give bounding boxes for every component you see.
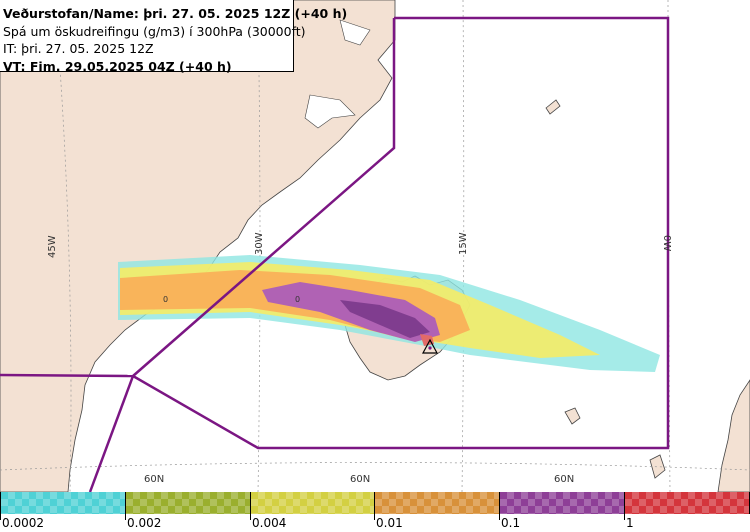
legend-label: 0.01 — [376, 516, 403, 530]
header-description-line: Spá um öskudreifingu (g/m3) í 300hPa (30… — [3, 23, 306, 39]
legend-label: 0.1 — [501, 516, 521, 530]
ash-cloud — [118, 255, 660, 372]
legend-label: 1 — [626, 516, 634, 530]
legend-tick — [125, 492, 126, 520]
lon-label-15w: 15W — [458, 232, 469, 255]
header-it-line: IT: þri. 27. 05. 2025 12Z — [3, 41, 154, 56]
ash-dark-purple — [340, 300, 430, 338]
legend-swatch-3 — [375, 492, 501, 514]
legend-tick — [250, 492, 251, 520]
volcano-dot — [428, 346, 432, 350]
contour-label: 0 — [163, 295, 168, 304]
faroe-islands — [564, 407, 581, 425]
map: 45W 30W 15W 0W 60N 60N 60N 0 0 — [0, 0, 750, 492]
legend-tick — [0, 492, 1, 520]
legend-swatch-2 — [250, 492, 376, 514]
legend-label: 0.0002 — [2, 516, 44, 530]
legend-label: 0.004 — [252, 516, 287, 530]
legend-tick — [624, 492, 625, 520]
header-name-line: Veðurstofan/Name: þri. 27. 05. 2025 12Z … — [3, 6, 348, 21]
lat-label-60n: 60N — [554, 474, 574, 485]
legend-label: 0.002 — [127, 516, 162, 530]
legend: 0.0002 0.002 0.004 0.01 0.1 1 — [0, 492, 750, 532]
greenland-fjord — [304, 94, 356, 129]
legend-swatch-5 — [625, 492, 750, 514]
header-vt-line: VT: Fim. 29.05.2025 04Z (+40 h) — [3, 58, 232, 74]
greenland-land — [0, 0, 396, 492]
greenland-fjord — [339, 19, 371, 46]
legend-swatch-1 — [125, 492, 251, 514]
legend-tick — [499, 492, 500, 520]
lon-label-45w: 45W — [47, 235, 58, 258]
contour-label: 0 — [295, 295, 300, 304]
graticule — [0, 0, 750, 492]
ash-red — [420, 334, 434, 346]
legend-bar — [1, 492, 750, 514]
scotland-land — [649, 454, 666, 479]
legend-swatch-0 — [1, 492, 126, 514]
info-box: Veðurstofan/Name: þri. 27. 05. 2025 12Z … — [0, 0, 348, 74]
lon-label-0w: 0W — [661, 235, 672, 251]
legend-swatch-4 — [500, 492, 626, 514]
legend-tick — [374, 492, 375, 520]
warning-triangle-icon — [421, 338, 439, 354]
lat-label-60n: 60N — [144, 474, 164, 485]
lat-label-60n: 60N — [350, 474, 370, 485]
norway-land — [717, 379, 750, 492]
advisory-boundary — [0, 16, 670, 492]
jan-mayen — [545, 99, 561, 115]
lon-label-30w: 30W — [254, 232, 265, 255]
